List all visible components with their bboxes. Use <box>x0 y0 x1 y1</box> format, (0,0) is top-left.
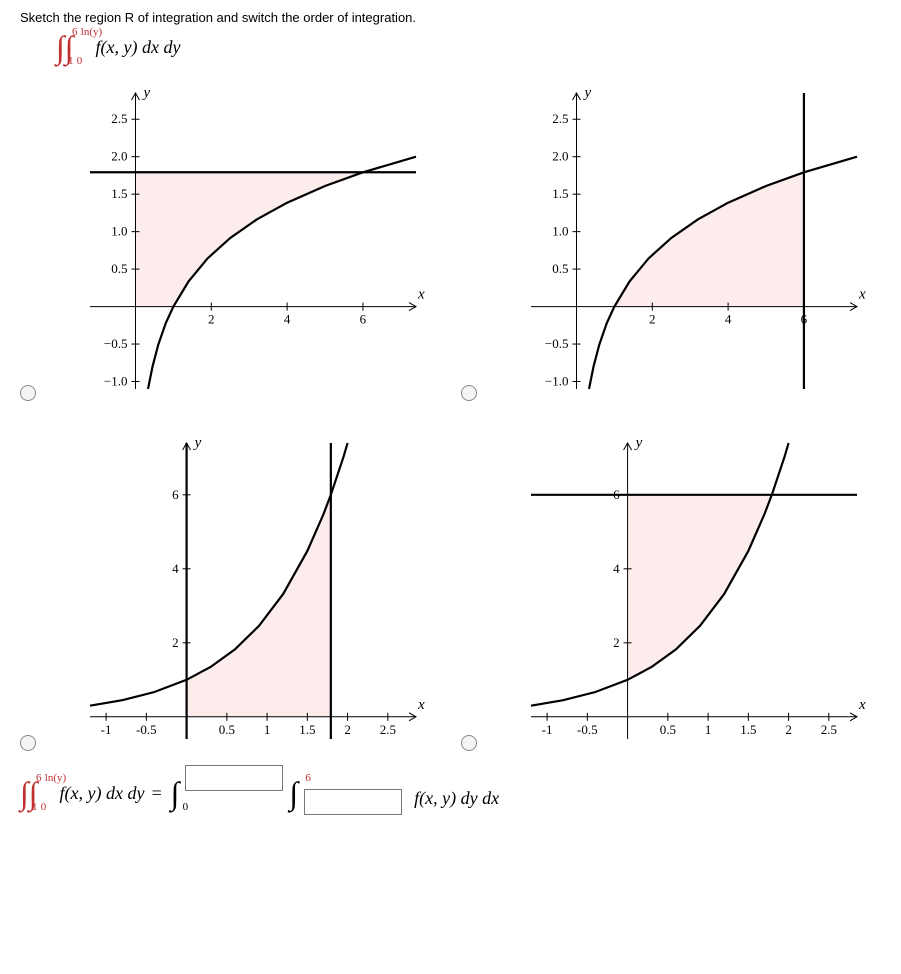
integral-symbol-outer: ∫ 6 1 <box>56 31 65 63</box>
radio-d[interactable] <box>461 735 477 751</box>
chart-option-c: -1 -0.5 0.5 1 1.5 2 2.5 2 4 6 x y <box>20 423 441 763</box>
svg-text:-0.5: -0.5 <box>136 722 157 737</box>
chart-option-b: 246−1.0−0.50.51.01.52.02.5xy <box>461 73 882 413</box>
svg-text:y: y <box>633 435 642 451</box>
svg-text:−0.5: −0.5 <box>544 336 568 351</box>
svg-text:−0.5: −0.5 <box>104 336 128 351</box>
chart-option-d: -1-0.50.511.522.5246xy <box>461 423 882 763</box>
svg-text:x: x <box>858 287 866 303</box>
svg-text:-0.5: -0.5 <box>577 722 598 737</box>
outer-upper-input[interactable] <box>185 765 283 791</box>
integral-symbol-inner: ∫ ln(y) 0 <box>65 31 74 63</box>
svg-text:2: 2 <box>649 312 656 327</box>
answer-lhs-inner-int: ∫ ln(y) 0 <box>29 777 38 809</box>
svg-text:4: 4 <box>172 561 179 576</box>
svg-text:1.5: 1.5 <box>111 186 127 201</box>
inner-lower-input[interactable] <box>304 789 402 815</box>
svg-text:−1.0: −1.0 <box>544 374 568 389</box>
svg-text:x: x <box>417 287 425 303</box>
inner-lower: 0 <box>77 56 83 67</box>
svg-text:2: 2 <box>344 722 351 737</box>
given-integral: ∫ 6 1 ∫ ln(y) 0 f(x, y) dx dy <box>56 31 881 63</box>
chart-d: -1-0.50.511.522.5246xy <box>485 423 875 763</box>
svg-text:-1: -1 <box>101 722 112 737</box>
charts-grid: 2 4 6 −1.0 −0.5 0.5 1.0 1.5 2.0 2.5 x y 2 4 6 −1.0 −0.5… <box>20 73 881 763</box>
answer-lhs-outer-int: ∫ 6 1 <box>20 777 29 809</box>
svg-text:4: 4 <box>724 312 731 327</box>
answer-rhs-inner-int: ∫ 6 <box>289 777 298 809</box>
radio-a[interactable] <box>20 385 36 401</box>
svg-text:6: 6 <box>172 487 179 502</box>
svg-text:2.5: 2.5 <box>380 722 396 737</box>
svg-text:0.5: 0.5 <box>111 261 127 276</box>
equals-sign: = <box>150 783 162 804</box>
svg-text:2.5: 2.5 <box>820 722 836 737</box>
svg-text:1.0: 1.0 <box>552 224 568 239</box>
svg-text:1.5: 1.5 <box>552 186 568 201</box>
svg-text:y: y <box>193 435 202 451</box>
svg-text:6: 6 <box>360 312 367 327</box>
inner-upper: ln(y) <box>81 27 102 38</box>
answer-rhs-outer-int: ∫ 0 <box>171 777 180 809</box>
svg-text:2: 2 <box>172 635 179 650</box>
answer-rhs-integrand: f(x, y) dy dx <box>414 788 499 809</box>
answer-equation: ∫ 6 1 ∫ ln(y) 0 f(x, y) dx dy = ∫ 0 ∫ 6 … <box>20 777 881 809</box>
svg-text:0.5: 0.5 <box>552 261 568 276</box>
svg-text:1.5: 1.5 <box>299 722 315 737</box>
radio-b[interactable] <box>461 385 477 401</box>
radio-c[interactable] <box>20 735 36 751</box>
svg-text:2: 2 <box>613 635 620 650</box>
svg-text:2: 2 <box>785 722 792 737</box>
svg-text:1.0: 1.0 <box>111 224 127 239</box>
svg-text:1: 1 <box>264 722 271 737</box>
svg-text:0.5: 0.5 <box>219 722 235 737</box>
integrand-text: f(x, y) dx dy <box>96 37 181 58</box>
svg-text:x: x <box>417 697 425 713</box>
chart-a: 2 4 6 −1.0 −0.5 0.5 1.0 1.5 2.0 2.5 x y <box>44 73 434 413</box>
svg-text:−1.0: −1.0 <box>104 374 128 389</box>
svg-text:x: x <box>858 697 866 713</box>
svg-text:2.5: 2.5 <box>552 111 568 126</box>
chart-b: 246−1.0−0.50.51.01.52.02.5xy <box>485 73 875 413</box>
svg-text:2.0: 2.0 <box>552 149 568 164</box>
svg-text:2.0: 2.0 <box>111 149 127 164</box>
svg-text:4: 4 <box>613 561 620 576</box>
svg-text:1.5: 1.5 <box>740 722 756 737</box>
svg-text:0.5: 0.5 <box>659 722 675 737</box>
svg-text:y: y <box>141 85 150 101</box>
svg-text:-1: -1 <box>541 722 552 737</box>
svg-text:1: 1 <box>704 722 711 737</box>
chart-c: -1 -0.5 0.5 1 1.5 2 2.5 2 4 6 x y <box>44 423 434 763</box>
svg-text:4: 4 <box>284 312 291 327</box>
svg-text:2.5: 2.5 <box>111 111 127 126</box>
answer-lhs-integrand: f(x, y) dx dy <box>60 783 145 804</box>
svg-text:2: 2 <box>208 312 215 327</box>
problem-prompt: Sketch the region R of integration and s… <box>20 10 881 25</box>
chart-option-a: 2 4 6 −1.0 −0.5 0.5 1.0 1.5 2.0 2.5 x y <box>20 73 441 413</box>
svg-text:y: y <box>582 85 591 101</box>
